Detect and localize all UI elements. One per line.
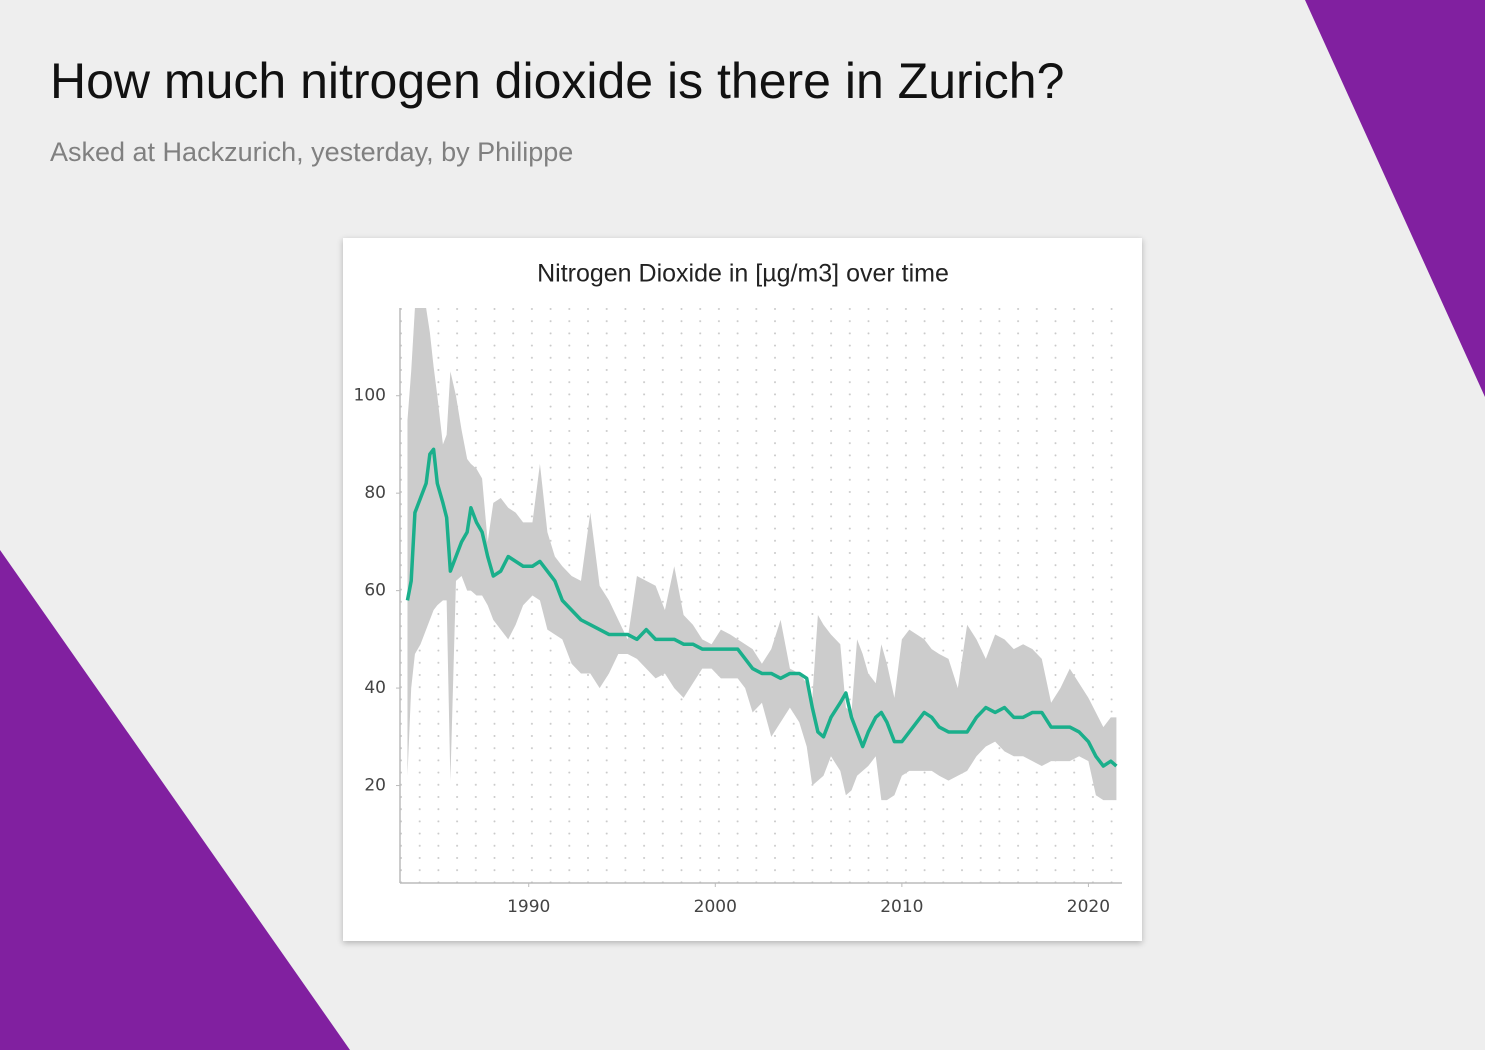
x-tick-label: 2020 <box>1067 897 1110 917</box>
page-subtitle: Asked at Hackzurich, yesterday, by Phili… <box>50 137 574 167</box>
chart-title: Nitrogen Dioxide in [µg/m3] over time <box>537 260 949 288</box>
chart: Nitrogen Dioxide in [µg/m3] over time 20… <box>354 260 1122 917</box>
page-title: How much nitrogen dioxide is there in Zu… <box>50 53 1065 109</box>
y-tick-label: 40 <box>364 678 386 698</box>
chart-card: Nitrogen Dioxide in [µg/m3] over time 20… <box>343 238 1142 941</box>
purple-shape <box>1305 0 1485 397</box>
x-tick-label: 2010 <box>880 897 923 917</box>
x-tick-label: 1990 <box>507 897 550 917</box>
x-tick-label: 2000 <box>694 897 737 917</box>
y-tick-label: 20 <box>364 776 386 796</box>
y-tick-label: 100 <box>354 386 386 406</box>
range-band <box>407 308 1117 801</box>
y-tick-label: 80 <box>364 483 386 503</box>
y-tick-label: 60 <box>364 581 386 601</box>
mean-line <box>405 447 1118 768</box>
purple-shape <box>0 550 350 1050</box>
